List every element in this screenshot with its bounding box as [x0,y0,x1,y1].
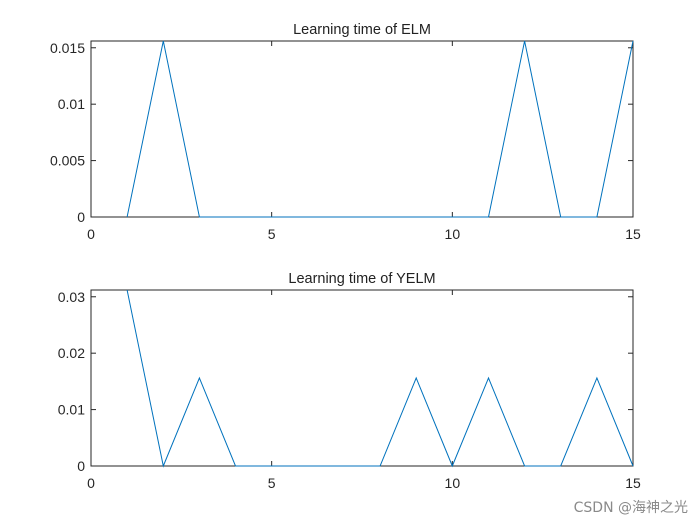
x-tick-label: 10 [445,475,461,491]
watermark: CSDN @海神之光 [573,500,688,516]
axes-box-yelm [90,289,634,467]
series-line-yelm [126,289,634,468]
y-tick-label: 0.01 [58,96,85,112]
chart-title-yelm: Learning time of YELM [288,271,435,287]
y-tick-label: 0 [77,209,85,225]
y-tick-label: 0.03 [58,289,85,305]
y-tick-label: 0.015 [50,40,85,56]
axes-box-elm [90,40,634,218]
subplot-yelm: Learning time of YELM 0 5 10 15 0 0.01 0.02 0.0… [58,271,641,491]
x-tick-label: 5 [268,226,276,242]
x-tick-label: 15 [625,226,641,242]
x-tick-label: 5 [268,475,276,491]
chart-title-elm: Learning time of ELM [293,22,431,38]
y-tick-label: 0 [77,458,85,474]
y-tick-label: 0.01 [58,402,85,418]
y-tick-label: 0.02 [58,345,85,361]
x-tick-label: 0 [87,475,95,491]
ticks-yelm: 0 5 10 15 0 0.01 0.02 0.03 [58,289,641,491]
x-tick-label: 0 [87,226,95,242]
y-tick-label: 0.005 [50,153,85,169]
series-line-elm [126,40,634,218]
x-tick-label: 10 [445,226,461,242]
x-tick-label: 15 [625,475,641,491]
ticks-elm: 0 5 10 15 0 0.005 0.01 0.015 [50,40,641,242]
subplot-elm: Learning time of ELM 0 5 10 15 0 0.005 0.01 0.0… [50,22,641,242]
